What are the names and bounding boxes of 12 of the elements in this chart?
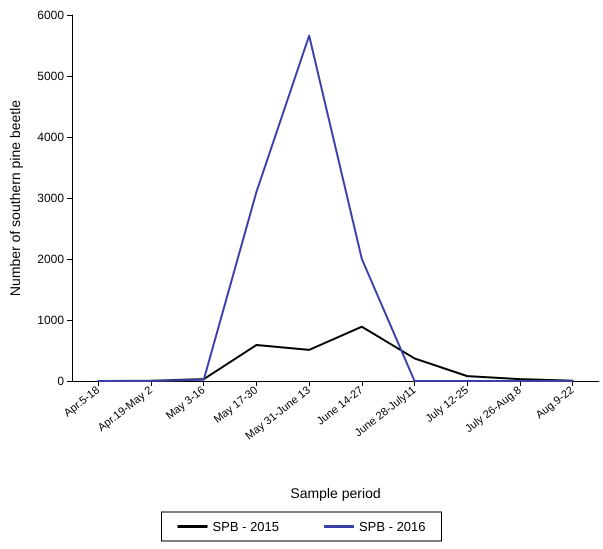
y-tick-label: 5000 [37, 69, 64, 83]
y-tick-label: 0 [57, 374, 64, 388]
y-tick-label: 1000 [37, 313, 64, 327]
x-tick-label: May 3-16 [164, 384, 208, 422]
x-axis-title: Sample period [290, 485, 381, 501]
legend-label: SPB - 2016 [359, 519, 426, 534]
y-tick-label: 6000 [37, 8, 64, 22]
legend-label: SPB - 2015 [212, 519, 280, 534]
y-axis-title: Number of southern pine beetle [7, 100, 23, 296]
y-tick-label: 2000 [37, 252, 64, 266]
y-tick-label: 3000 [37, 191, 64, 205]
y-tick-label: 4000 [37, 130, 64, 144]
